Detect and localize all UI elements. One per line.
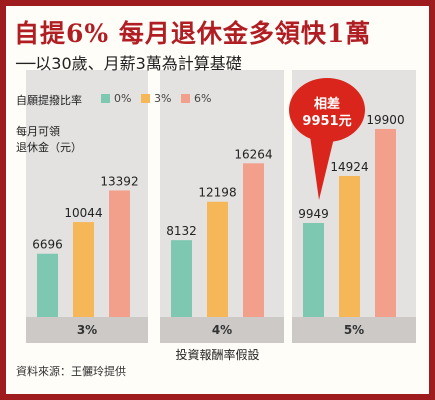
y-axis-label: 每月可領 退休金（元） — [16, 125, 82, 154]
bar-4%-0% — [171, 240, 192, 317]
bar-value-label: 16264 — [234, 147, 272, 161]
bar-value-label: 9949 — [298, 207, 329, 221]
callout-bubble — [289, 78, 365, 142]
legend-label-0: 0% — [114, 92, 132, 105]
callout-pointer — [310, 136, 334, 200]
bar-3%-6% — [109, 190, 130, 317]
bar-3%-0% — [37, 253, 58, 317]
bar-5%-0% — [303, 222, 324, 317]
bar-value-label: 13392 — [100, 174, 138, 188]
bar-value-label: 6696 — [32, 238, 63, 252]
bar-value-label: 8132 — [166, 224, 197, 238]
x-tick-label: 4% — [212, 323, 232, 337]
chart-subtitle: ──以30歲、月薪3萬為計算基礎 — [16, 54, 242, 73]
callout-line-2: 9951元 — [302, 114, 352, 129]
x-axis-label: 投資報酬率假設 — [175, 348, 260, 362]
legend-swatch-2 — [181, 94, 190, 103]
bar-value-label: 19900 — [366, 113, 404, 127]
legend-label-2: 6% — [194, 92, 212, 105]
x-tick-label: 3% — [77, 323, 97, 337]
callout-text: 相差 9951元 — [291, 96, 363, 130]
bar-4%-6% — [243, 163, 264, 317]
bar-3%-3% — [73, 222, 94, 317]
legend-swatch-1 — [141, 94, 150, 103]
x-axis-band-1 — [26, 317, 148, 343]
legend-swatch-0 — [101, 94, 110, 103]
x-axis-band-2 — [160, 317, 284, 343]
bar-value-label: 10044 — [64, 206, 102, 220]
callout-line-1: 相差 — [313, 97, 340, 112]
bar-value-label: 14924 — [330, 160, 368, 174]
legend-label-1: 3% — [154, 92, 172, 105]
x-tick-label: 5% — [344, 323, 364, 337]
bar-value-label: 12198 — [198, 186, 236, 200]
legend-title: 自願提撥比率 — [16, 94, 82, 107]
bar-4%-3% — [207, 201, 228, 317]
x-axis-band-3 — [292, 317, 416, 343]
chart-title: 自提6% 每月退休金多領快1萬 — [14, 19, 372, 48]
bar-5%-3% — [339, 175, 360, 317]
source-note: 資料來源：王儷玲提供 — [16, 365, 126, 378]
bar-5%-6% — [375, 128, 396, 317]
